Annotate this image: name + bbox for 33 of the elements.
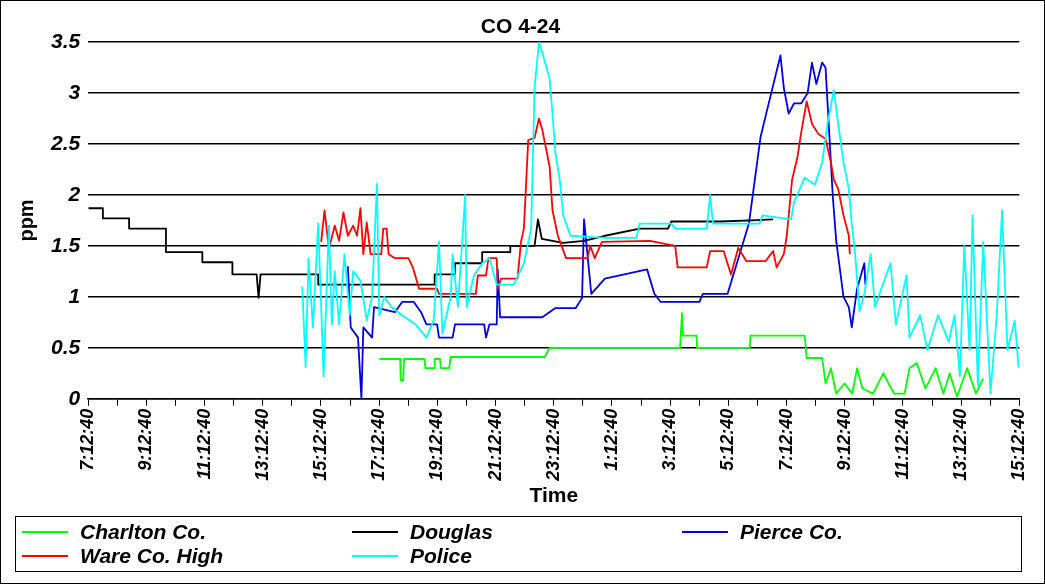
x-tick-label: 11:12:40 [891, 408, 912, 480]
chart-title: CO 4-24 [480, 14, 561, 38]
x-tick-label: 13:12:40 [950, 408, 971, 481]
x-tick-label: 5:12:40 [717, 408, 738, 471]
y-axis-title: ppm [14, 199, 37, 242]
x-tick-label: 13:12:40 [251, 408, 272, 481]
x-tick-label: 21:12:40 [484, 408, 505, 482]
y-tick-label: 2.5 [49, 130, 81, 154]
x-tick-label: 11:12:40 [193, 408, 214, 480]
y-tick-label: 1.5 [50, 232, 81, 256]
x-axis-title: Time [529, 483, 579, 507]
y-tick-label: 3 [68, 79, 81, 103]
x-tick-label: 17:12:40 [368, 408, 389, 481]
y-tick-label: 3.5 [50, 29, 81, 52]
x-tick-label: 3:12:40 [659, 408, 680, 471]
x-tick-label: 9:12:40 [833, 408, 854, 471]
legend-label: Douglas [410, 520, 493, 544]
legend-label: Ware Co. High [80, 544, 224, 568]
y-tick-label: 2 [67, 181, 81, 205]
x-tick-label: 19:12:40 [426, 408, 447, 481]
x-tick-label: 15:12:40 [1008, 408, 1029, 481]
y-tick-label: 0 [68, 385, 81, 409]
legend-label: Pierce Co. [740, 520, 843, 544]
x-tick-label: 1:12:40 [600, 408, 621, 471]
x-tick-label: 15:12:40 [309, 408, 330, 481]
x-tick-label: 23:12:40 [542, 408, 563, 482]
x-tick-label: 7:12:40 [775, 408, 796, 471]
x-tick-label: 9:12:40 [135, 408, 156, 471]
x-tick-label: 7:12:40 [77, 408, 98, 471]
y-tick-label: 1 [68, 283, 81, 307]
y-tick-label: 0.5 [50, 334, 81, 358]
legend-label: Charlton Co. [80, 520, 206, 544]
legend-label: Police [410, 544, 472, 568]
